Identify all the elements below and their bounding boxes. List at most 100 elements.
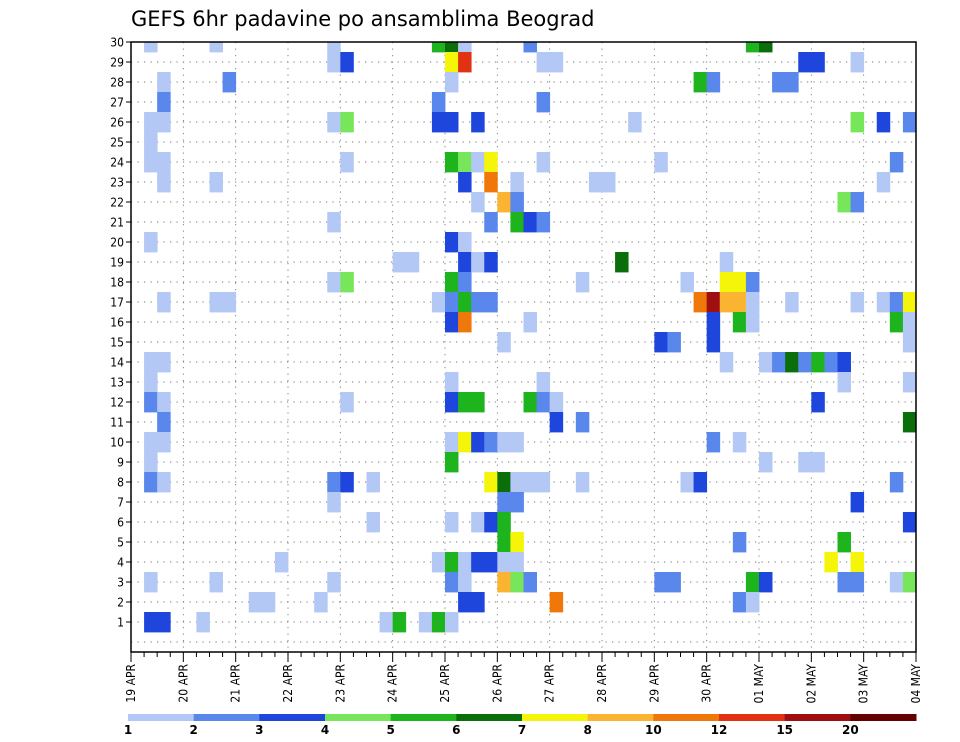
heatmap-cell xyxy=(471,592,485,613)
heatmap-cell xyxy=(575,472,590,493)
y-tick-label: 1 xyxy=(117,616,124,630)
legend-swatch xyxy=(522,714,589,721)
heatmap-cell xyxy=(366,512,380,533)
y-tick-label: 12 xyxy=(110,396,124,410)
y-tick-label: 14 xyxy=(110,356,124,370)
x-tick-label: 23 APR xyxy=(333,664,347,703)
heatmap-cell xyxy=(431,612,446,633)
heatmap-cell xyxy=(706,332,721,353)
x-tick-label: 19 APR xyxy=(124,664,138,703)
y-tick-label: 27 xyxy=(110,96,124,110)
heatmap-cell xyxy=(144,372,158,393)
heatmap-cell xyxy=(497,572,511,593)
heatmap-cell xyxy=(445,272,459,293)
heatmap-cell xyxy=(340,272,354,293)
heatmap-cell xyxy=(497,472,511,493)
heatmap-cell xyxy=(471,392,485,413)
heatmap-cell xyxy=(719,352,734,373)
heatmap-cell xyxy=(458,432,472,453)
heatmap-cell xyxy=(484,552,498,573)
heatmap-cell xyxy=(850,292,865,313)
heatmap-cell xyxy=(536,472,551,493)
heatmap-cell xyxy=(392,612,407,633)
heatmap-cell xyxy=(837,532,851,553)
heatmap-cell xyxy=(209,292,223,313)
heatmap-cell xyxy=(484,172,498,193)
x-tick-label: 01 MAY xyxy=(752,664,766,704)
heatmap-cell xyxy=(510,572,524,593)
heatmap-cell xyxy=(157,352,171,373)
legend-label: 4 xyxy=(321,723,329,737)
y-tick-label: 11 xyxy=(110,416,124,430)
legend-label: 5 xyxy=(386,723,394,737)
y-tick-label: 18 xyxy=(110,276,124,290)
heatmap-cell xyxy=(602,172,616,193)
legend-label: 8 xyxy=(583,723,591,737)
heatmap-cell xyxy=(157,72,171,93)
heatmap-cell xyxy=(484,292,498,313)
heatmap-cell xyxy=(706,312,721,333)
legend-label: 3 xyxy=(255,723,263,737)
x-tick-label: 29 APR xyxy=(647,664,661,703)
heatmap-cell xyxy=(889,292,904,313)
heatmap-cell xyxy=(693,72,708,93)
heatmap-cell xyxy=(497,432,511,453)
heatmap-cell xyxy=(431,552,446,573)
heatmap-cell xyxy=(549,392,564,413)
heatmap-cell xyxy=(706,432,721,453)
heatmap-cell xyxy=(785,72,799,93)
heatmap-cell xyxy=(549,52,564,73)
heatmap-cell xyxy=(798,452,812,473)
heatmap-cell xyxy=(445,152,459,173)
heatmap-cell xyxy=(144,572,158,593)
heatmap-cell xyxy=(785,292,799,313)
heatmap-cell xyxy=(745,592,760,613)
heatmap-cell xyxy=(209,572,223,593)
legend-label: 15 xyxy=(776,723,793,737)
legend-swatch xyxy=(587,714,654,721)
heatmap-cell xyxy=(902,512,917,533)
heatmap-cell xyxy=(366,472,380,493)
heatmap-cell xyxy=(471,112,485,133)
y-tick-label: 8 xyxy=(117,476,124,490)
legend-swatch xyxy=(390,714,457,721)
y-tick-label: 13 xyxy=(110,376,124,390)
y-tick-label: 26 xyxy=(110,116,124,130)
heatmap-cell xyxy=(680,472,694,493)
heatmap-cell xyxy=(484,212,498,233)
legend-label: 10 xyxy=(645,723,662,737)
heatmap-cell xyxy=(693,472,708,493)
heatmap-cell xyxy=(445,52,459,73)
heatmap-cell xyxy=(458,152,472,173)
legend-swatch xyxy=(850,714,917,721)
heatmap-cell xyxy=(876,112,891,133)
x-tick-label: 24 APR xyxy=(386,664,400,703)
heatmap-cell xyxy=(327,472,341,493)
heatmap-cell xyxy=(523,392,537,413)
heatmap-cell xyxy=(588,172,603,193)
heatmap-cell xyxy=(745,292,760,313)
heatmap-cell xyxy=(157,92,171,113)
heatmap-cell xyxy=(340,52,354,73)
heatmap-cell xyxy=(327,52,341,73)
y-tick-label: 21 xyxy=(110,216,124,230)
heatmap-cell xyxy=(732,432,747,453)
heatmap-cell xyxy=(327,492,341,513)
y-tick-label: 5 xyxy=(117,536,124,550)
heatmap-cell xyxy=(144,432,158,453)
legend-label: 1 xyxy=(124,723,132,737)
heatmap-cell xyxy=(471,432,485,453)
heatmap-cell xyxy=(523,472,537,493)
heatmap-cell xyxy=(458,172,472,193)
heatmap-cell xyxy=(458,252,472,273)
heatmap-cell xyxy=(706,72,721,93)
heatmap-cell xyxy=(889,312,904,333)
x-tick-label: 02 MAY xyxy=(804,664,818,704)
heatmap-cell xyxy=(497,552,511,573)
heatmap-cell xyxy=(759,572,773,593)
heatmap-cell xyxy=(327,42,341,53)
heatmap-cells xyxy=(144,42,917,633)
legend-swatch xyxy=(193,714,260,721)
heatmap-cell xyxy=(889,572,904,593)
heatmap-cell xyxy=(837,192,851,213)
